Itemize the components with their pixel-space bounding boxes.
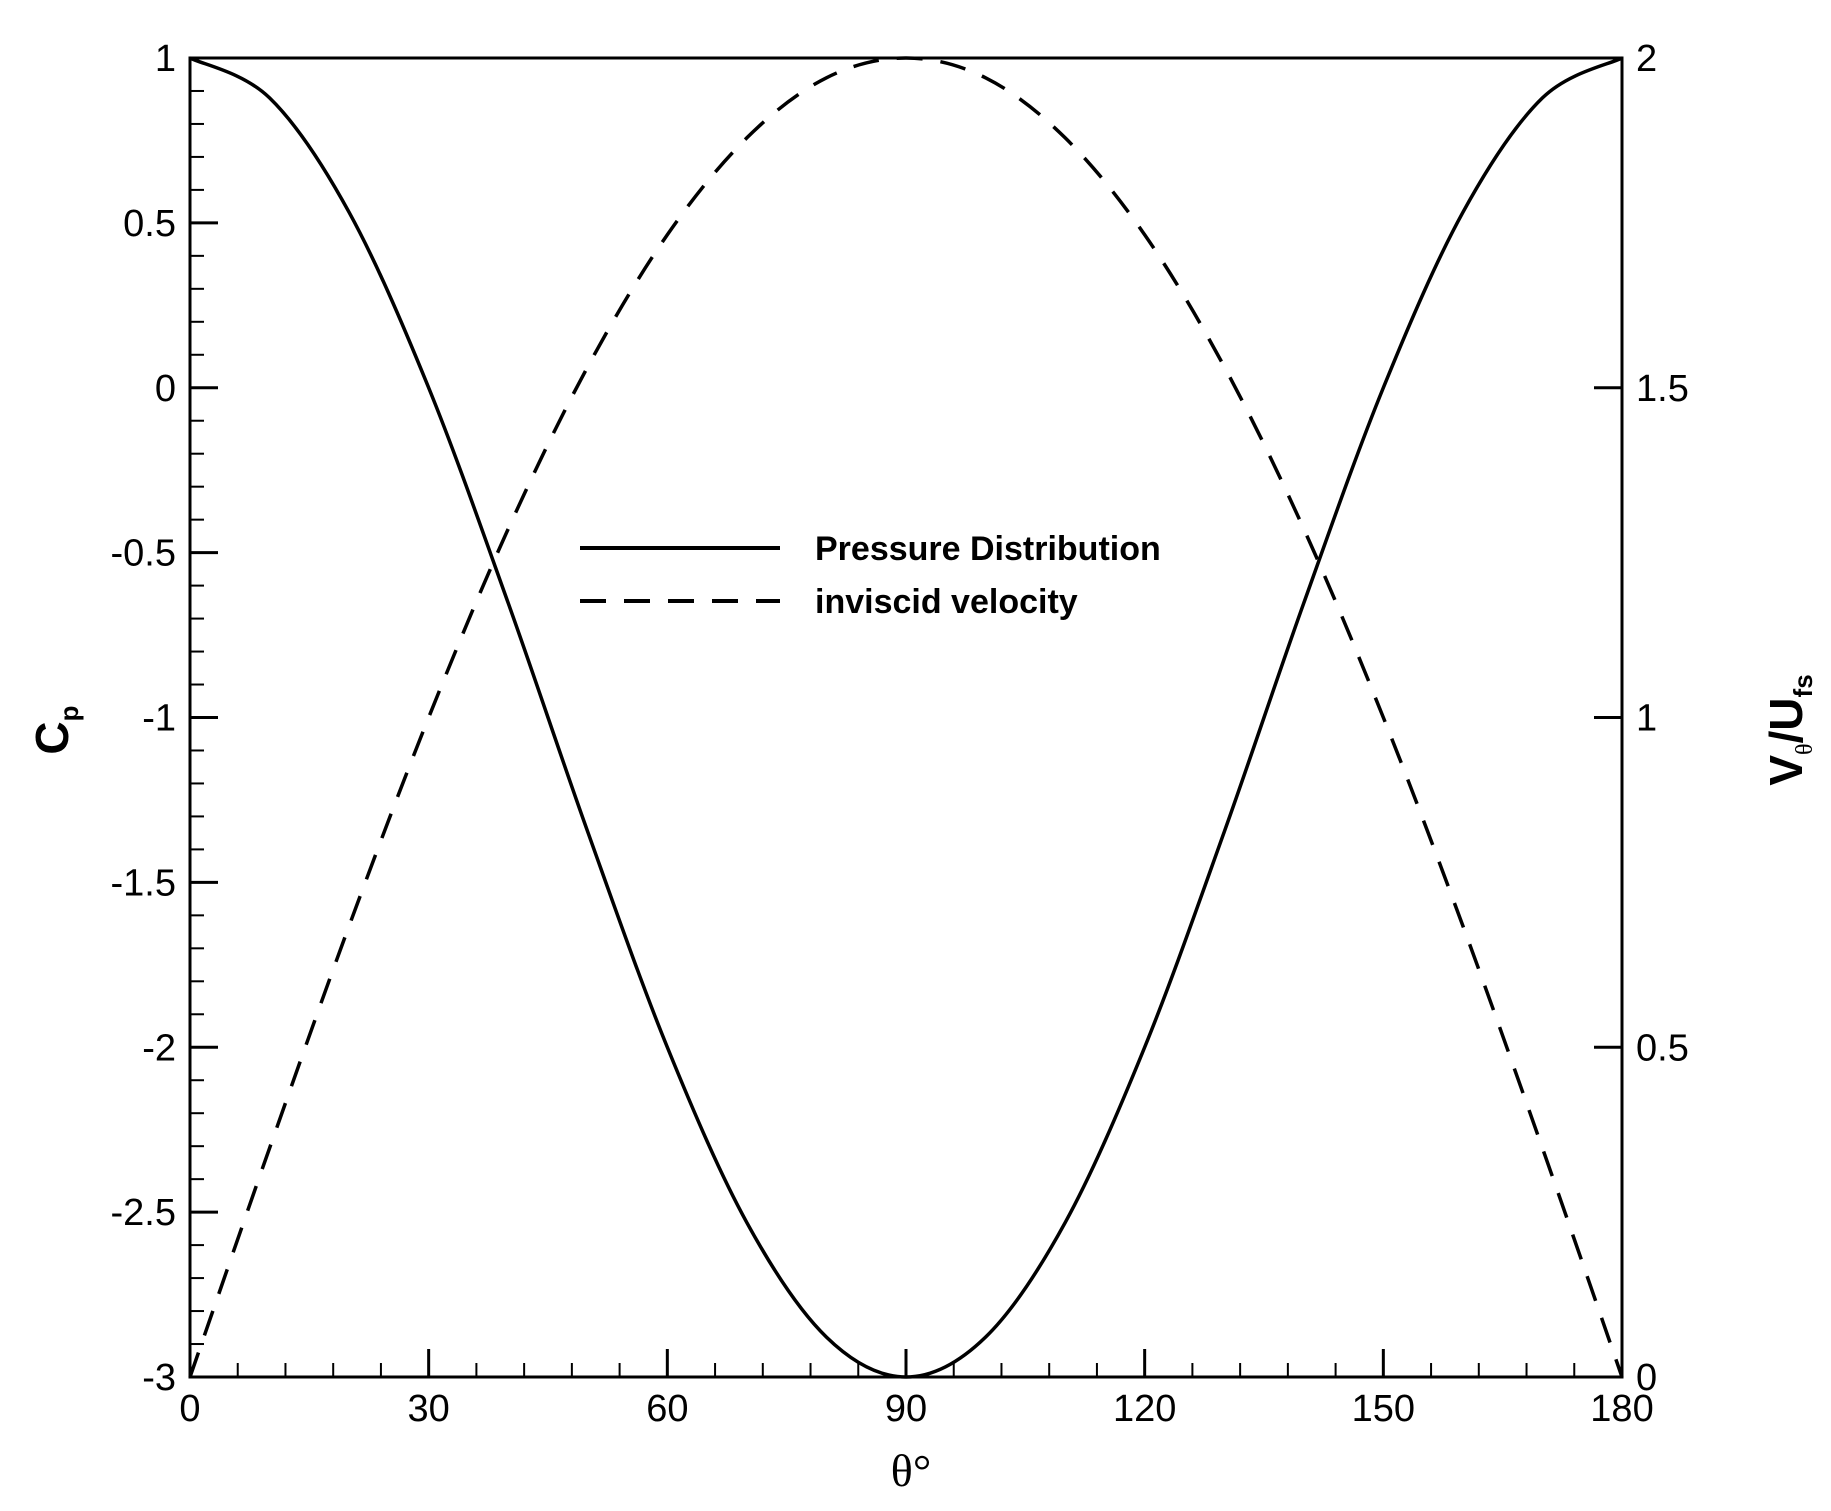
y-left-tick-label: 0	[155, 368, 176, 410]
x-tick-label: 180	[1590, 1388, 1653, 1430]
minor-ticks	[190, 89, 1576, 1377]
x-tick-label: 150	[1352, 1388, 1415, 1430]
y-left-title-sub: p	[54, 705, 84, 721]
y-right-title-part-3: fs	[1788, 674, 1818, 697]
y-right-axis-title: Vθ/Ufs	[1760, 674, 1818, 785]
y-right-tick-label: 1	[1636, 698, 1657, 740]
legend: Pressure Distribution inviscid velocity	[580, 530, 1161, 621]
x-axis-title: θ°	[891, 1445, 931, 1496]
plot-frame	[188, 56, 1624, 1379]
y-left-tick-label: -1	[142, 698, 176, 740]
y-right-tick-label: 2	[1636, 38, 1657, 80]
y-left-tick-label: 0.5	[123, 203, 176, 245]
y-left-axis-title: Cp	[26, 705, 84, 754]
y-left-tick-label: -1.5	[111, 862, 176, 904]
y-left-tick-label: 1	[155, 38, 176, 80]
y-left-tick-label: -2	[142, 1027, 176, 1069]
y-left-title-main: C	[26, 721, 78, 754]
y-right-title-part-2: /U	[1760, 697, 1812, 743]
y-left-tick-labels: 1 0.5 0 -0.5 -1 -1.5 -2 -2.5 -3	[111, 38, 176, 1399]
y-left-tick-label: -2.5	[111, 1192, 176, 1234]
y-left-tick-label: -3	[142, 1357, 176, 1399]
y-right-tick-labels: 2 1.5 1 0.5 0	[1636, 38, 1689, 1399]
legend-label-inviscid-velocity: inviscid velocity	[815, 583, 1078, 621]
x-tick-label: 120	[1113, 1388, 1176, 1430]
y-right-title-part-0: V	[1760, 755, 1812, 786]
legend-label-pressure-distribution: Pressure Distribution	[815, 530, 1161, 568]
y-right-tick-label: 0	[1636, 1357, 1657, 1399]
x-tick-label: 60	[646, 1388, 688, 1430]
x-tick-label: 30	[408, 1388, 450, 1430]
y-right-tick-label: 0.5	[1636, 1027, 1689, 1069]
x-tick-label: 90	[885, 1388, 927, 1430]
y-right-tick-label: 1.5	[1636, 368, 1689, 410]
y-right-title-part-1: θ	[1792, 743, 1818, 755]
x-tick-labels: 0 30 60 90 120 150 180	[179, 1388, 1653, 1430]
y-left-tick-label: -0.5	[111, 533, 176, 575]
x-tick-label: 0	[179, 1388, 200, 1430]
